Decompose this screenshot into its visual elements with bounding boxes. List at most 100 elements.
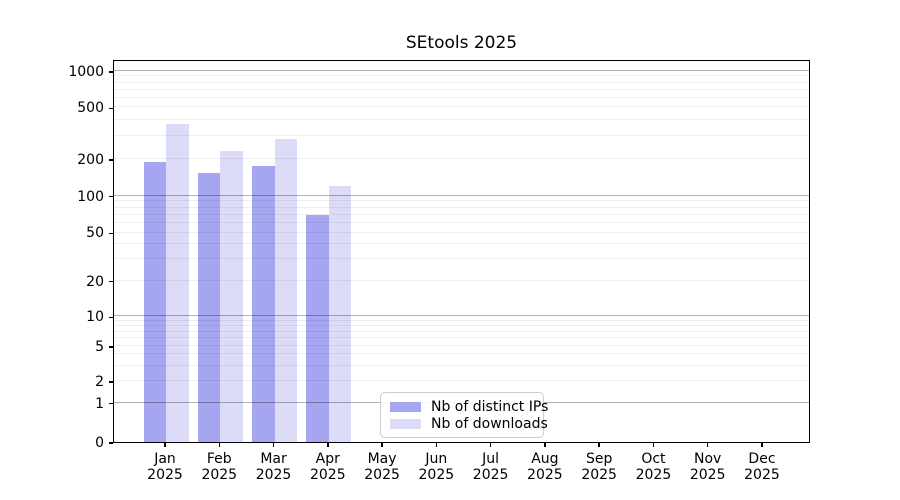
y-tick-label: 100 — [77, 188, 104, 205]
minor-gridline — [114, 353, 809, 355]
legend-swatch — [390, 402, 421, 412]
minor-gridline — [114, 88, 809, 90]
minor-gridline — [114, 380, 809, 382]
plot-area — [113, 60, 810, 443]
y-tick-label: 1 — [95, 395, 104, 412]
minor-gridline — [114, 330, 809, 332]
y-tick-label: 10 — [86, 309, 104, 326]
minor-gridline — [114, 118, 809, 120]
minor-gridline — [114, 279, 809, 281]
minor-gridline — [114, 221, 809, 223]
x-tick-year: 2025 — [635, 467, 672, 483]
x-tick-label: Jan 2025 — [135, 451, 195, 483]
minor-gridline — [114, 96, 809, 98]
y-tick-mark — [109, 232, 113, 235]
y-tick-mark — [109, 381, 113, 383]
x-tick-year: 2025 — [472, 467, 509, 483]
x-tick-label: Apr 2025 — [298, 451, 358, 483]
bar-downloads — [166, 124, 189, 442]
minor-gridline — [114, 200, 809, 202]
y-tick-mark — [109, 281, 113, 283]
x-tick-year: 2025 — [689, 467, 726, 483]
minor-gridline — [114, 75, 809, 77]
x-tick-mark — [652, 443, 655, 447]
y-tick-label: 2 — [95, 374, 104, 391]
legend-label: Nb of distinct IPs — [431, 398, 549, 415]
x-tick-label: Dec 2025 — [732, 451, 792, 483]
grid-layer — [114, 61, 809, 442]
major-gridline — [114, 69, 809, 71]
minor-gridline — [114, 213, 809, 215]
bars-layer — [114, 61, 809, 442]
y-tick-mark — [109, 159, 113, 161]
bar-downloads — [220, 151, 243, 442]
x-tick-mark — [761, 443, 763, 447]
x-tick-year: 2025 — [418, 467, 455, 483]
x-tick-label: Nov 2025 — [678, 451, 738, 483]
minor-gridline — [114, 337, 809, 339]
y-tick-mark — [109, 107, 113, 109]
y-tick-label: 200 — [77, 151, 104, 168]
x-tick-mark — [327, 443, 329, 447]
x-tick-label: Sep 2025 — [569, 451, 629, 483]
x-tick-year: 2025 — [581, 467, 617, 483]
legend-item: Nb of distinct IPs — [390, 399, 548, 415]
minor-gridline — [114, 231, 809, 233]
major-gridline — [114, 315, 809, 317]
minor-gridline — [114, 206, 809, 208]
minor-gridline — [114, 158, 809, 159]
x-tick-label: Jun 2025 — [406, 451, 466, 483]
minor-gridline — [114, 344, 809, 346]
y-tick-label: 1000 — [68, 63, 104, 80]
minor-gridline — [114, 319, 809, 321]
y-tick-mark — [109, 316, 113, 319]
x-tick-mark — [164, 443, 166, 447]
major-gridline — [114, 194, 809, 196]
x-tick-mark — [381, 443, 383, 447]
x-tick-year: 2025 — [364, 467, 400, 483]
minor-gridline — [114, 364, 809, 366]
x-tick-mark — [544, 443, 546, 447]
x-tick-year: 2025 — [744, 467, 780, 483]
minor-gridline — [114, 243, 809, 245]
x-tick-mark — [272, 443, 275, 447]
x-tick-mark — [489, 443, 492, 447]
bar-distinct-ips — [252, 166, 275, 442]
y-tick-label: 20 — [86, 273, 104, 290]
chart-title: SEtools 2025 — [405, 33, 518, 53]
x-tick-year: 2025 — [309, 467, 346, 483]
x-tick-mark — [707, 443, 709, 447]
y-tick-mark — [109, 71, 113, 73]
legend-label: Nb of downloads — [431, 415, 548, 432]
y-tick-mark — [109, 402, 113, 405]
x-tick-label: Jul 2025 — [461, 451, 521, 483]
x-tick-year: 2025 — [527, 467, 563, 483]
y-tick-label: 50 — [86, 225, 104, 242]
legend-item: Nb of downloads — [390, 416, 548, 432]
x-tick-mark — [598, 443, 600, 447]
y-tick-mark — [109, 442, 113, 444]
x-tick-year: 2025 — [201, 467, 238, 483]
x-tick-label: Oct 2025 — [623, 451, 683, 483]
minor-gridline — [114, 81, 809, 83]
minor-gridline — [114, 135, 809, 137]
y-tick-mark — [109, 346, 113, 348]
bar-distinct-ips — [197, 172, 221, 442]
y-tick-mark — [109, 196, 113, 198]
bar-downloads — [274, 139, 297, 442]
legend-swatch — [390, 419, 421, 429]
x-tick-label: Mar 2025 — [244, 451, 304, 483]
y-tick-label: 5 — [95, 338, 104, 355]
x-tick-label: Aug 2025 — [515, 451, 575, 483]
minor-gridline — [114, 106, 809, 108]
x-tick-year: 2025 — [147, 467, 183, 483]
x-tick-mark — [218, 443, 220, 447]
x-tick-label: May 2025 — [352, 451, 412, 483]
legend: Nb of distinct IPs Nb of downloads — [380, 392, 548, 438]
minor-gridline — [114, 258, 809, 260]
bar-distinct-ips — [143, 161, 166, 442]
y-tick-label: 0 — [95, 435, 104, 451]
y-tick-label: 500 — [77, 100, 104, 117]
x-tick-year: 2025 — [255, 467, 292, 483]
